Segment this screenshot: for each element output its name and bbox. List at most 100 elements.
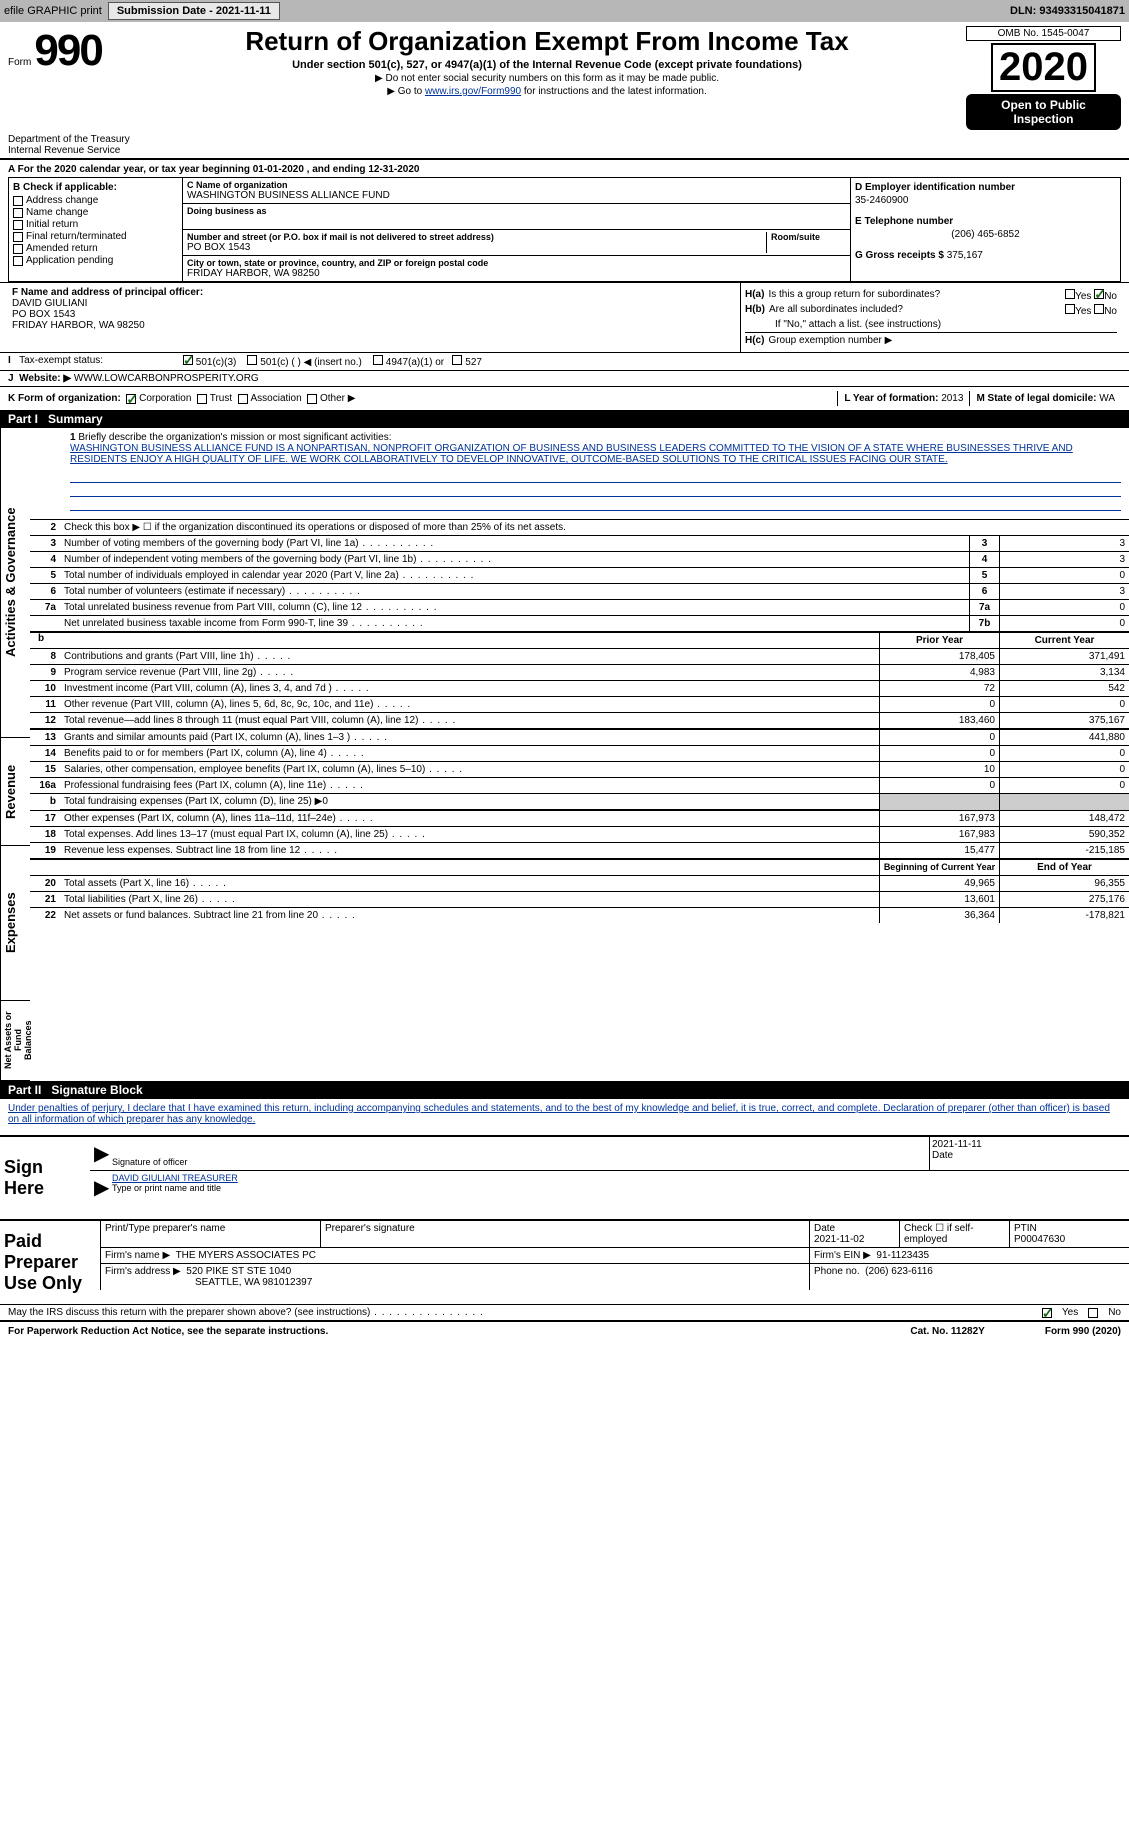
governance-row: 6Total number of volunteers (estimate if… — [30, 583, 1129, 599]
box-d: D Employer identification number 35-2460… — [851, 177, 1121, 282]
checkbox-application-pending[interactable] — [13, 256, 23, 266]
checkbox-address-change[interactable] — [13, 196, 23, 206]
financial-row: 22Net assets or fund balances. Subtract … — [30, 907, 1129, 923]
box-c: C Name of organization WASHINGTON BUSINE… — [183, 177, 851, 282]
submission-date-button[interactable]: Submission Date - 2021-11-11 — [108, 2, 280, 20]
governance-row: 2Check this box ▶ ☐ if the organization … — [30, 519, 1129, 535]
checkbox-hb-no[interactable] — [1094, 304, 1104, 314]
financial-row: 20Total assets (Part X, line 16)49,96596… — [30, 875, 1129, 891]
governance-value: 3 — [999, 584, 1129, 599]
checkbox-501c[interactable] — [247, 355, 257, 365]
vtab-net-assets: Net Assets or Fund Balances — [0, 1001, 30, 1081]
checkbox-527[interactable] — [452, 355, 462, 365]
governance-value: 3 — [999, 552, 1129, 567]
current-year-value: 371,491 — [999, 649, 1129, 664]
row-j: J Website: ▶ WWW.LOWCARBONPROSPERITY.ORG — [0, 370, 1129, 386]
sig-officer-label: Signature of officer — [112, 1157, 927, 1167]
discuss-text: May the IRS discuss this return with the… — [8, 1307, 484, 1318]
checkbox-hb-yes[interactable] — [1065, 304, 1075, 314]
open-to-public: Open to Public Inspection — [966, 94, 1121, 130]
checkbox-initial-return[interactable] — [13, 220, 23, 230]
checkbox-4947[interactable] — [373, 355, 383, 365]
form-number: 990 — [34, 26, 101, 75]
catalog-number: Cat. No. 11282Y — [910, 1326, 984, 1337]
efile-topbar: efile GRAPHIC print Submission Date - 20… — [0, 0, 1129, 22]
checkbox-amended[interactable] — [13, 244, 23, 254]
prior-year-value: 167,973 — [879, 811, 999, 826]
financial-row: bTotal fundraising expenses (Part IX, co… — [30, 793, 1129, 810]
checkbox-discuss-no[interactable] — [1088, 1308, 1098, 1318]
officer-label: F Name and address of principal officer: — [12, 287, 736, 298]
page-footer: For Paperwork Reduction Act Notice, see … — [0, 1320, 1129, 1341]
prior-year-value: 4,983 — [879, 665, 999, 680]
financial-row: 13Grants and similar amounts paid (Part … — [30, 728, 1129, 745]
goto-line: ▶ Go to www.irs.gov/Form990 for instruct… — [138, 86, 956, 97]
end-year-header: End of Year — [999, 860, 1129, 875]
prior-year-value: 183,460 — [879, 713, 999, 728]
checkbox-name-change[interactable] — [13, 208, 23, 218]
blank-line — [70, 497, 1121, 511]
signature-declaration: Under penalties of perjury, I declare th… — [0, 1099, 1129, 1135]
vtab-expenses: Expenses — [0, 846, 30, 1001]
prior-year-value: 0 — [879, 730, 999, 745]
subtitle: Under section 501(c), 527, or 4947(a)(1)… — [138, 59, 956, 71]
checkbox-corporation[interactable] — [126, 394, 136, 404]
hb-note: If "No," attach a list. (see instruction… — [745, 319, 1117, 330]
checkbox-ha-no[interactable] — [1094, 289, 1104, 299]
current-year-value: 0 — [999, 762, 1129, 777]
current-year-value: 441,880 — [999, 730, 1129, 745]
financial-row: 21Total liabilities (Part X, line 26)13,… — [30, 891, 1129, 907]
printed-name-label: Type or print name and title — [112, 1183, 1127, 1193]
box-b: B Check if applicable: Address change Na… — [8, 177, 183, 282]
city-state-zip: FRIDAY HARBOR, WA 98250 — [187, 268, 846, 279]
current-year-value: -215,185 — [999, 843, 1129, 858]
financial-row: 19Revenue less expenses. Subtract line 1… — [30, 842, 1129, 858]
omb-number: OMB No. 1545-0047 — [966, 26, 1121, 41]
main-title: Return of Organization Exempt From Incom… — [138, 26, 956, 57]
governance-row: 7aTotal unrelated business revenue from … — [30, 599, 1129, 615]
department-label: Department of the Treasury Internal Reve… — [0, 134, 1129, 156]
irs-link[interactable]: www.irs.gov/Form990 — [425, 86, 521, 97]
checkbox-ha-yes[interactable] — [1065, 289, 1075, 299]
fh-row: F Name and address of principal officer:… — [0, 282, 1129, 352]
current-year-value: 148,472 — [999, 811, 1129, 826]
box-b-header: B Check if applicable: — [13, 182, 178, 193]
sig-date-value: 2021-11-11 — [932, 1139, 1127, 1150]
governance-value: 3 — [999, 536, 1129, 551]
checkbox-501c3[interactable] — [183, 355, 193, 365]
checkbox-other[interactable] — [307, 394, 317, 404]
phone-value: (206) 465-6852 — [855, 229, 1116, 240]
paid-preparer-block: Paid Preparer Use Only Print/Type prepar… — [0, 1219, 1129, 1304]
firm-addr1: 520 PIKE ST STE 1040 — [186, 1266, 291, 1277]
sig-date-label: Date — [932, 1150, 1127, 1161]
dba-label: Doing business as — [187, 206, 846, 216]
checkbox-final-return[interactable] — [13, 232, 23, 242]
governance-row: 3Number of voting members of the governi… — [30, 535, 1129, 551]
begin-year-header: Beginning of Current Year — [879, 860, 999, 875]
website-url: WWW.LOWCARBONPROSPERITY.ORG — [74, 373, 259, 384]
firm-phone: (206) 623-6116 — [865, 1266, 933, 1277]
mission-block: 1 Briefly describe the organization's mi… — [30, 428, 1129, 469]
checkbox-association[interactable] — [238, 394, 248, 404]
net-column-headers: Beginning of Current Year End of Year — [30, 858, 1129, 875]
blank-line — [70, 469, 1121, 483]
governance-row: 5Total number of individuals employed in… — [30, 567, 1129, 583]
form-prefix: Form — [8, 57, 31, 68]
box-h: H(a) Is this a group return for subordin… — [741, 283, 1121, 352]
preparer-name-label: Print/Type preparer's name — [100, 1221, 320, 1247]
row-i: I Tax-exempt status: 501(c)(3) 501(c) ( … — [0, 352, 1129, 370]
current-year-value: 375,167 — [999, 713, 1129, 728]
prior-year-value: 0 — [879, 778, 999, 793]
firm-name: THE MYERS ASSOCIATES PC — [176, 1250, 316, 1261]
ein-label: D Employer identification number — [855, 182, 1116, 193]
form-header: Form 990 Return of Organization Exempt F… — [0, 22, 1129, 130]
prior-year-value: 10 — [879, 762, 999, 777]
tax-exempt-label: I Tax-exempt status: — [8, 355, 183, 368]
checkbox-trust[interactable] — [197, 394, 207, 404]
discuss-row: May the IRS discuss this return with the… — [0, 1304, 1129, 1320]
printed-name: DAVID GIULIANI TREASURER — [112, 1173, 1127, 1183]
checkbox-discuss-yes[interactable] — [1042, 1308, 1052, 1318]
paid-preparer-label: Paid Preparer Use Only — [0, 1221, 100, 1304]
current-year-value: -178,821 — [999, 908, 1129, 923]
efile-label: efile GRAPHIC print — [4, 5, 102, 17]
